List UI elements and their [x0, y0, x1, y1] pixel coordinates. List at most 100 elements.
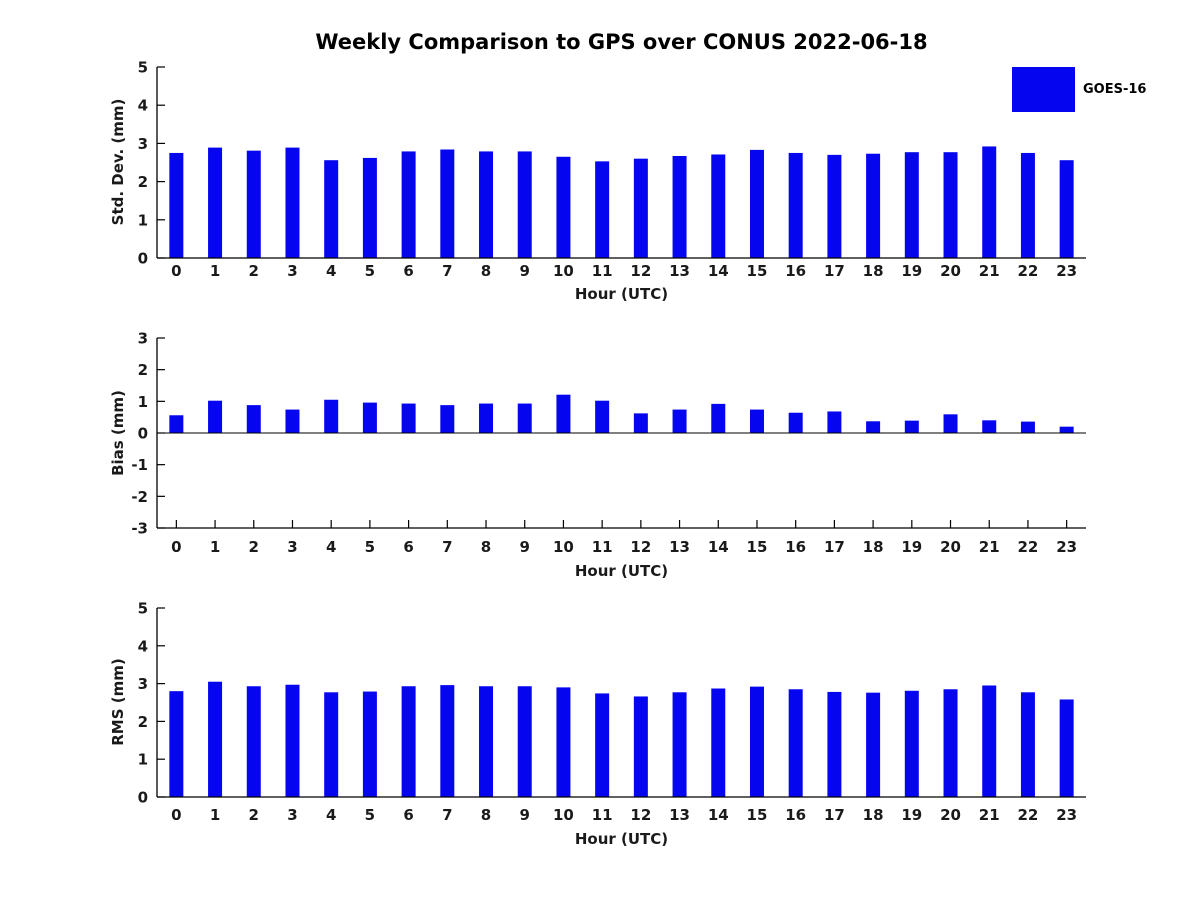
svg-text:20: 20 — [940, 538, 961, 556]
svg-text:17: 17 — [824, 262, 845, 280]
legend-swatch-goes16 — [1012, 67, 1075, 112]
svg-text:-2: -2 — [131, 488, 148, 506]
svg-text:21: 21 — [979, 538, 1000, 556]
svg-text:12: 12 — [630, 538, 651, 556]
bias-x-axis-label: Hour (UTC) — [574, 562, 669, 580]
svg-text:23: 23 — [1056, 262, 1077, 280]
svg-text:6: 6 — [403, 262, 413, 280]
svg-text:1: 1 — [210, 538, 220, 556]
legend: GOES-16 — [1012, 67, 1146, 112]
svg-text:6: 6 — [403, 538, 413, 556]
svg-text:15: 15 — [747, 806, 768, 824]
svg-text:13: 13 — [669, 806, 690, 824]
subplot-std-dev: 0 1 2 3 4 5 6 7 8 9 10 11 12 13 14 15 16 17 18 19 20 21 22 23 0 1… — [0, 60, 1200, 303]
svg-text:3: 3 — [138, 675, 148, 693]
svg-text:19: 19 — [901, 538, 922, 556]
svg-text:11: 11 — [592, 262, 613, 280]
svg-text:5: 5 — [365, 806, 375, 824]
svg-text:22: 22 — [1018, 538, 1039, 556]
svg-text:15: 15 — [747, 538, 768, 556]
svg-text:2: 2 — [249, 538, 259, 556]
svg-text:4: 4 — [326, 538, 336, 556]
svg-text:4: 4 — [326, 262, 336, 280]
svg-text:18: 18 — [863, 806, 884, 824]
legend-label: GOES-16 — [1083, 82, 1147, 97]
svg-text:9: 9 — [520, 806, 530, 824]
svg-text:5: 5 — [138, 600, 148, 618]
figure-title: Weekly Comparison to GPS over CONUS 2022… — [315, 30, 928, 54]
bias-plot-svg: 0 1 2 3 4 5 6 7 8 9 10 11 12 13 14 15 16 17 18 19 20 21 22 23-3… — [131, 330, 1086, 556]
svg-text:20: 20 — [940, 262, 961, 280]
svg-text:5: 5 — [365, 262, 375, 280]
svg-text:19: 19 — [901, 806, 922, 824]
std-dev-y-axis-label: Std. Dev. (mm) — [109, 98, 127, 226]
svg-text:0: 0 — [171, 262, 181, 280]
svg-text:1: 1 — [138, 393, 148, 411]
svg-text:1: 1 — [138, 751, 148, 769]
svg-text:-3: -3 — [131, 520, 148, 538]
svg-text:8: 8 — [481, 806, 491, 824]
subplot-bias: 0 1 2 3 4 5 6 7 8 9 10 11 12 13 14 15 16 17 18 19 20 21 22 23 -3… — [0, 330, 1200, 582]
svg-text:20: 20 — [940, 806, 961, 824]
svg-text:22: 22 — [1018, 262, 1039, 280]
svg-text:18: 18 — [863, 262, 884, 280]
svg-text:14: 14 — [708, 538, 729, 556]
svg-text:8: 8 — [481, 262, 491, 280]
svg-text:0: 0 — [138, 789, 148, 807]
svg-text:2: 2 — [249, 806, 259, 824]
svg-text:16: 16 — [785, 262, 806, 280]
svg-text:2: 2 — [138, 173, 148, 191]
svg-text:5: 5 — [138, 60, 148, 77]
svg-text:16: 16 — [785, 538, 806, 556]
svg-text:-1: -1 — [131, 456, 148, 474]
svg-text:4: 4 — [138, 97, 148, 115]
svg-text:0: 0 — [171, 538, 181, 556]
svg-text:10: 10 — [553, 538, 574, 556]
bias-y-axis-label: Bias (mm) — [109, 390, 127, 476]
svg-text:14: 14 — [708, 262, 729, 280]
svg-text:8: 8 — [481, 538, 491, 556]
subplot-rms: 0 1 2 3 4 5 6 7 8 9 10 11 12 13 14 15 16 17 18 19 20 21 22 23 0 1… — [0, 600, 1200, 852]
svg-text:6: 6 — [403, 806, 413, 824]
svg-text:4: 4 — [138, 637, 148, 655]
rms-x-axis-label: Hour (UTC) — [574, 830, 669, 848]
svg-text:21: 21 — [979, 806, 1000, 824]
svg-text:2: 2 — [249, 262, 259, 280]
svg-text:3: 3 — [287, 538, 297, 556]
svg-text:3: 3 — [138, 135, 148, 153]
rms-y-axis-label: RMS (mm) — [109, 658, 127, 746]
svg-text:11: 11 — [592, 806, 613, 824]
svg-text:3: 3 — [287, 806, 297, 824]
svg-text:13: 13 — [669, 262, 690, 280]
svg-text:13: 13 — [669, 538, 690, 556]
svg-text:18: 18 — [863, 538, 884, 556]
svg-text:5: 5 — [365, 538, 375, 556]
svg-text:10: 10 — [553, 806, 574, 824]
svg-text:3: 3 — [287, 262, 297, 280]
svg-text:19: 19 — [901, 262, 922, 280]
svg-text:0: 0 — [138, 425, 148, 443]
svg-text:9: 9 — [520, 538, 530, 556]
svg-text:23: 23 — [1056, 806, 1077, 824]
svg-text:15: 15 — [747, 262, 768, 280]
svg-text:1: 1 — [210, 806, 220, 824]
rms-plot-svg: 0 1 2 3 4 5 6 7 8 9 10 11 12 13 14 15 16 17 18 19 20 21 22 2301… — [138, 600, 1086, 824]
std-dev-x-axis-label: Hour (UTC) — [574, 285, 669, 303]
svg-text:4: 4 — [326, 806, 336, 824]
svg-text:11: 11 — [592, 538, 613, 556]
svg-text:7: 7 — [442, 806, 452, 824]
svg-text:17: 17 — [824, 806, 845, 824]
svg-text:7: 7 — [442, 262, 452, 280]
svg-text:3: 3 — [138, 330, 148, 348]
svg-text:23: 23 — [1056, 538, 1077, 556]
svg-text:9: 9 — [520, 262, 530, 280]
svg-text:12: 12 — [630, 262, 651, 280]
svg-text:0: 0 — [171, 806, 181, 824]
svg-text:10: 10 — [553, 262, 574, 280]
std-dev-plot-svg: 0 1 2 3 4 5 6 7 8 9 10 11 12 13 14 15 16 17 18 19 20 21 22 2301… — [138, 60, 1086, 280]
svg-text:2: 2 — [138, 713, 148, 731]
svg-text:7: 7 — [442, 538, 452, 556]
svg-text:17: 17 — [824, 538, 845, 556]
svg-text:1: 1 — [210, 262, 220, 280]
